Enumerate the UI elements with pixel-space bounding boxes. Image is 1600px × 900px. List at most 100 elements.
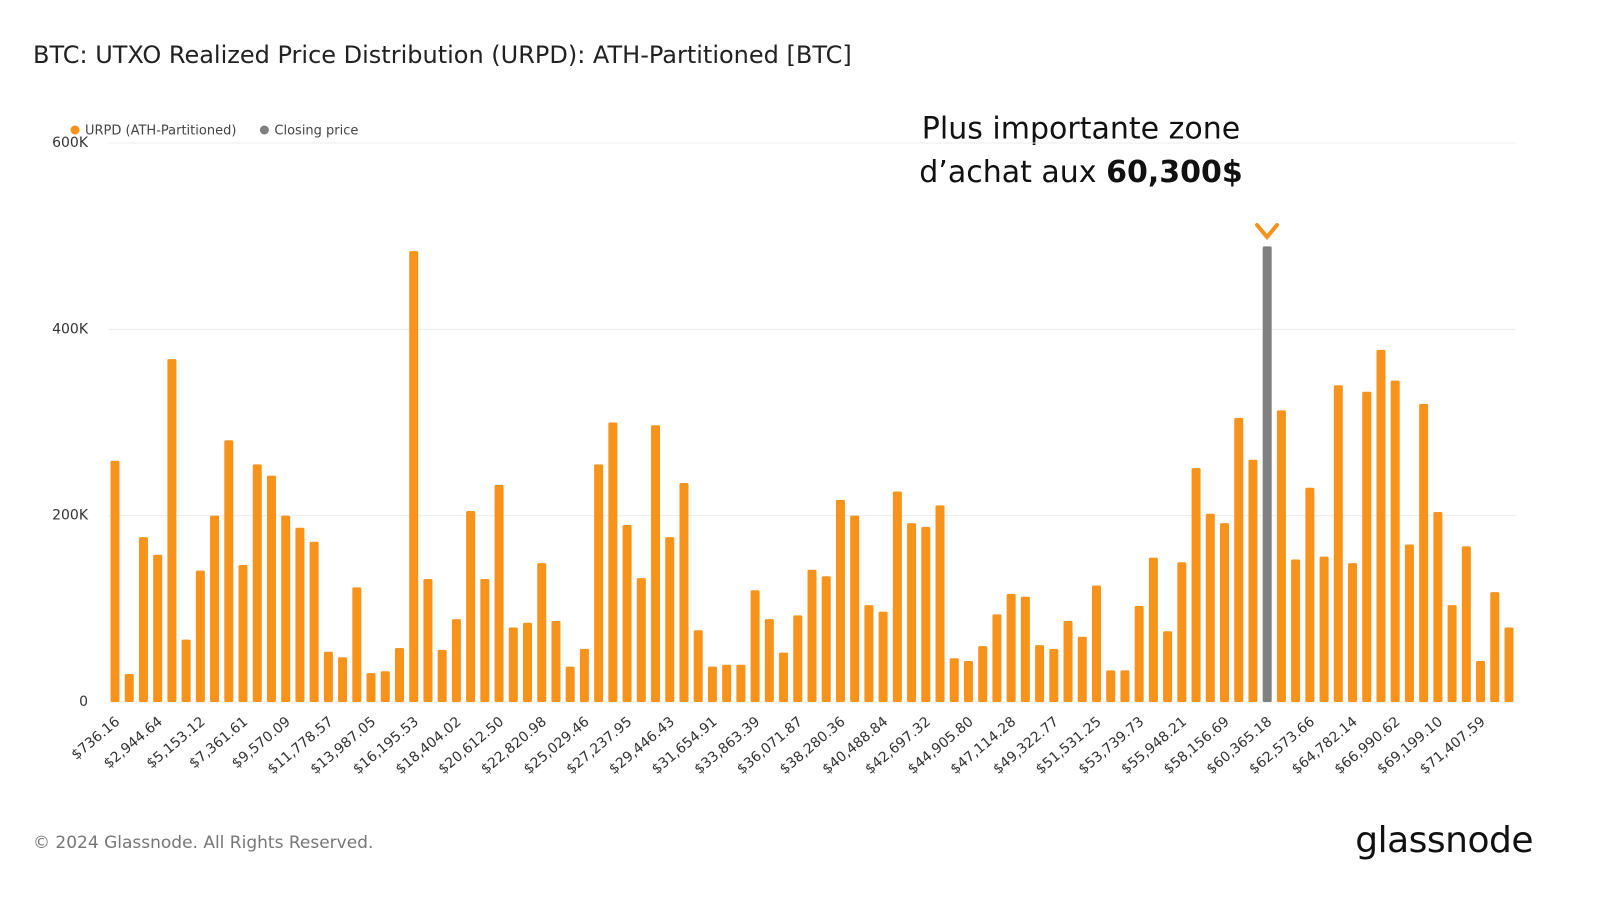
y-tick-label: 400K xyxy=(52,321,89,337)
bar xyxy=(1476,661,1486,702)
bar xyxy=(807,569,817,702)
bar xyxy=(523,622,533,702)
bar xyxy=(1106,670,1116,702)
bar xyxy=(1305,487,1315,702)
bar xyxy=(1205,513,1215,702)
bar xyxy=(1091,585,1101,702)
bar xyxy=(1276,410,1286,702)
bar xyxy=(224,440,234,702)
bar xyxy=(750,590,760,702)
bar xyxy=(1134,606,1144,702)
bar xyxy=(992,614,1002,702)
bar xyxy=(480,579,490,702)
bar xyxy=(679,483,689,702)
bar xyxy=(1234,417,1244,702)
bar xyxy=(323,651,333,702)
annotation: Plus importante zone d’achat aux 60,300$ xyxy=(919,112,1279,241)
bar xyxy=(665,537,675,702)
bar xyxy=(921,526,931,702)
bar xyxy=(338,657,348,702)
bar xyxy=(110,460,120,702)
bar xyxy=(153,554,163,702)
bar xyxy=(878,611,888,702)
legend-label: Closing price xyxy=(274,124,358,139)
bar xyxy=(608,422,618,702)
bar xyxy=(124,674,134,702)
bar xyxy=(722,664,732,702)
bar xyxy=(138,537,148,702)
annotation-line: d’achat aux 60,300$ xyxy=(919,155,1243,190)
bar xyxy=(281,515,291,702)
bar xyxy=(1049,648,1059,702)
legend-marker xyxy=(70,125,80,135)
bar xyxy=(1319,556,1329,702)
bar xyxy=(864,605,874,702)
bar xyxy=(978,646,988,702)
brand-logo: glassnode xyxy=(1355,820,1533,861)
bar xyxy=(1035,645,1045,702)
bar xyxy=(1433,511,1443,702)
copyright: © 2024 Glassnode. All Rights Reserved. xyxy=(33,833,373,853)
bar xyxy=(451,619,461,702)
bar xyxy=(352,587,362,702)
bar xyxy=(494,484,504,702)
bar xyxy=(366,673,376,702)
bar xyxy=(1248,459,1258,702)
bar xyxy=(1404,544,1414,702)
bar xyxy=(1262,246,1272,703)
bar xyxy=(508,627,518,702)
bar xyxy=(1291,559,1301,702)
bar xyxy=(963,661,973,702)
bar xyxy=(409,251,419,702)
bar xyxy=(437,649,447,702)
bar xyxy=(1490,592,1500,702)
bar xyxy=(779,652,789,702)
bar xyxy=(907,523,917,702)
bar xyxy=(565,666,575,702)
bar xyxy=(423,579,433,702)
bar xyxy=(1220,523,1230,702)
bar xyxy=(1376,349,1386,702)
bar xyxy=(1163,631,1173,702)
bar xyxy=(181,639,191,702)
bar xyxy=(466,511,476,702)
annotation-text: d’achat aux xyxy=(919,155,1096,190)
bar xyxy=(1020,596,1030,702)
bar xyxy=(1177,562,1187,702)
legend-label: URPD (ATH-Partitioned) xyxy=(85,124,236,139)
bar xyxy=(252,464,262,702)
bar xyxy=(1362,391,1372,702)
bar xyxy=(1148,557,1158,702)
bar xyxy=(394,647,404,702)
bar xyxy=(1447,605,1457,702)
bar xyxy=(793,615,803,702)
bar xyxy=(1333,385,1343,702)
bar xyxy=(1461,546,1471,702)
annotation-line: Plus importante zone xyxy=(922,112,1240,147)
bar xyxy=(850,515,860,702)
bar xyxy=(651,425,661,702)
bar xyxy=(1390,380,1400,702)
annotation-emphasis: 60,300$ xyxy=(1106,155,1243,190)
bar xyxy=(1191,468,1201,702)
bar xyxy=(594,464,604,702)
y-tick-label: 600K xyxy=(52,135,89,151)
bar xyxy=(1063,620,1073,702)
bar xyxy=(195,570,205,702)
bar xyxy=(551,620,561,702)
bar xyxy=(210,515,220,702)
bar xyxy=(579,648,589,702)
bar xyxy=(636,578,646,702)
bar xyxy=(1006,593,1016,702)
bar xyxy=(1120,670,1130,702)
y-tick-label: 0 xyxy=(79,694,88,710)
bar xyxy=(1077,636,1087,702)
chart-title: BTC: UTXO Realized Price Distribution (U… xyxy=(33,41,852,69)
bar xyxy=(736,664,746,702)
bar xyxy=(167,359,177,702)
bar xyxy=(1348,563,1358,702)
bar xyxy=(764,619,774,702)
bar xyxy=(266,475,276,702)
bar xyxy=(537,563,547,702)
